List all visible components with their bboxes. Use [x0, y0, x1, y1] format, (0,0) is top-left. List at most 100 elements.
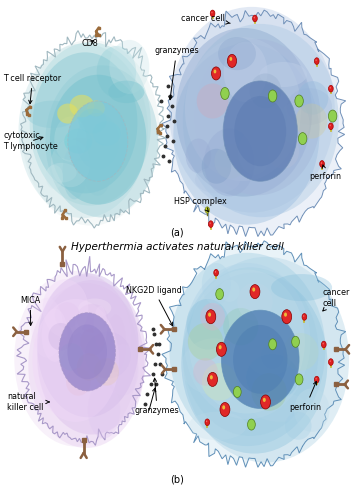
Ellipse shape — [42, 308, 68, 362]
Ellipse shape — [85, 331, 131, 379]
Ellipse shape — [94, 358, 119, 386]
Text: NKG2D ligand: NKG2D ligand — [126, 286, 182, 326]
Ellipse shape — [107, 344, 139, 396]
Ellipse shape — [70, 95, 94, 117]
Circle shape — [292, 337, 300, 347]
Ellipse shape — [51, 139, 90, 187]
Ellipse shape — [28, 283, 145, 448]
Circle shape — [316, 59, 317, 61]
Circle shape — [328, 110, 337, 122]
Ellipse shape — [106, 315, 126, 371]
Circle shape — [213, 69, 216, 73]
Ellipse shape — [260, 62, 307, 87]
Ellipse shape — [42, 279, 88, 338]
Ellipse shape — [223, 308, 258, 346]
Ellipse shape — [57, 104, 79, 124]
Circle shape — [214, 270, 218, 276]
Text: perforin: perforin — [310, 165, 342, 181]
Ellipse shape — [267, 134, 299, 169]
Ellipse shape — [176, 28, 312, 197]
Circle shape — [253, 15, 257, 22]
Circle shape — [252, 287, 255, 292]
Ellipse shape — [188, 411, 246, 440]
Ellipse shape — [32, 299, 119, 422]
Text: cancer
cell: cancer cell — [322, 288, 350, 311]
Circle shape — [322, 343, 324, 345]
Ellipse shape — [200, 303, 225, 330]
Ellipse shape — [26, 101, 77, 128]
Text: (b): (b) — [170, 475, 184, 485]
Circle shape — [250, 285, 260, 299]
Ellipse shape — [54, 138, 108, 161]
Ellipse shape — [37, 280, 146, 435]
Ellipse shape — [79, 109, 107, 134]
Ellipse shape — [77, 353, 101, 381]
Ellipse shape — [287, 88, 332, 125]
Ellipse shape — [183, 24, 339, 217]
Ellipse shape — [294, 388, 330, 432]
Ellipse shape — [185, 37, 301, 181]
Circle shape — [322, 341, 326, 348]
Ellipse shape — [30, 42, 151, 206]
Ellipse shape — [202, 149, 231, 184]
Text: HSP complex: HSP complex — [174, 197, 226, 212]
Circle shape — [216, 343, 226, 356]
Text: MICA: MICA — [20, 296, 40, 325]
Ellipse shape — [195, 166, 240, 193]
Ellipse shape — [50, 74, 146, 205]
Text: natural
killer cell: natural killer cell — [7, 392, 49, 411]
Circle shape — [302, 313, 307, 320]
Ellipse shape — [76, 103, 122, 155]
Circle shape — [320, 160, 325, 167]
Circle shape — [233, 386, 241, 397]
Circle shape — [261, 395, 271, 409]
Ellipse shape — [204, 128, 255, 196]
Ellipse shape — [252, 393, 308, 422]
Circle shape — [315, 376, 319, 383]
Ellipse shape — [97, 46, 136, 98]
Ellipse shape — [186, 299, 229, 350]
Ellipse shape — [279, 103, 310, 144]
Circle shape — [330, 124, 331, 126]
Circle shape — [206, 310, 216, 324]
Ellipse shape — [48, 323, 73, 351]
Ellipse shape — [234, 96, 286, 166]
Ellipse shape — [183, 257, 349, 462]
Circle shape — [210, 375, 213, 379]
Ellipse shape — [37, 273, 139, 417]
Ellipse shape — [237, 283, 273, 320]
Ellipse shape — [188, 270, 305, 413]
Circle shape — [247, 419, 255, 430]
Ellipse shape — [214, 144, 246, 179]
Ellipse shape — [67, 324, 107, 379]
Ellipse shape — [75, 314, 104, 335]
Circle shape — [222, 405, 225, 409]
Circle shape — [210, 222, 211, 224]
Circle shape — [282, 310, 292, 324]
Ellipse shape — [14, 271, 138, 447]
Ellipse shape — [62, 145, 86, 199]
Circle shape — [211, 12, 212, 14]
Text: (a): (a) — [170, 228, 184, 238]
Ellipse shape — [285, 412, 312, 440]
Ellipse shape — [169, 253, 325, 446]
Circle shape — [216, 289, 223, 300]
Circle shape — [269, 339, 276, 350]
Circle shape — [208, 312, 211, 317]
Ellipse shape — [22, 40, 160, 225]
Ellipse shape — [92, 121, 121, 146]
Ellipse shape — [55, 302, 80, 328]
Ellipse shape — [202, 263, 231, 305]
Ellipse shape — [223, 81, 297, 181]
Ellipse shape — [250, 73, 281, 109]
Polygon shape — [162, 241, 346, 467]
Text: granzymes: granzymes — [154, 46, 199, 100]
Ellipse shape — [246, 354, 299, 400]
Circle shape — [227, 54, 237, 67]
Polygon shape — [162, 10, 346, 236]
Circle shape — [295, 95, 303, 107]
Ellipse shape — [31, 298, 63, 358]
Ellipse shape — [68, 101, 128, 181]
Circle shape — [330, 360, 331, 362]
Circle shape — [328, 359, 333, 365]
